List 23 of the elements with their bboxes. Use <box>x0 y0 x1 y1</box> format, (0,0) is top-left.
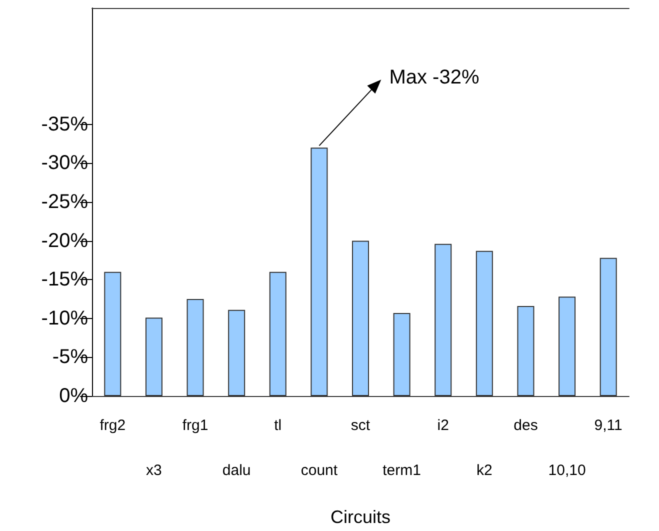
x-tick-label: term1 <box>382 462 421 479</box>
y-tick-label: -35% <box>41 113 88 136</box>
x-tick-label: 9,11 <box>594 417 622 434</box>
x-tick-label: sct <box>350 417 371 434</box>
annotation: Max -32% <box>389 66 480 89</box>
x-tick-label: count <box>300 462 338 479</box>
x-tick-label: 10,10 <box>548 462 586 479</box>
y-tick-label: -25% <box>41 191 88 213</box>
y-tick-label: -20% <box>41 230 88 252</box>
x-tick-label: i2 <box>437 417 449 434</box>
x-tick-label: x3 <box>146 462 162 479</box>
y-tick-label: -10% <box>41 307 88 330</box>
x-tick-label: dalu <box>222 462 251 479</box>
x-tick-label: frg2 <box>100 417 126 434</box>
y-tick-label: -15% <box>41 268 88 291</box>
x-tick-label: frg1 <box>182 417 208 434</box>
x-tick-label: des <box>514 417 538 434</box>
y-tick-label: -5% <box>52 346 88 368</box>
x-tick-label: tl <box>274 417 282 434</box>
x-tick-label: k2 <box>476 462 492 479</box>
y-tick-label: 0% <box>59 385 88 407</box>
y-tick-label: -30% <box>41 152 88 174</box>
x-axis-title: Circuits <box>330 507 391 527</box>
